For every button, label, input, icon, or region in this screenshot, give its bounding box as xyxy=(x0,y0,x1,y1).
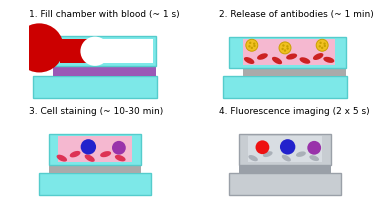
Ellipse shape xyxy=(282,155,291,161)
Bar xyxy=(52,36,156,66)
Ellipse shape xyxy=(299,57,310,64)
Circle shape xyxy=(246,39,258,51)
Ellipse shape xyxy=(100,151,111,157)
Bar xyxy=(242,68,346,76)
Circle shape xyxy=(112,141,126,155)
Bar xyxy=(223,76,347,98)
Circle shape xyxy=(253,45,256,47)
Circle shape xyxy=(287,47,289,50)
Bar xyxy=(39,173,151,195)
Ellipse shape xyxy=(85,154,95,162)
Ellipse shape xyxy=(70,151,81,157)
Bar xyxy=(49,134,141,165)
Circle shape xyxy=(323,42,326,45)
Ellipse shape xyxy=(244,57,254,64)
Circle shape xyxy=(81,139,96,155)
Bar xyxy=(33,76,157,98)
Circle shape xyxy=(282,44,285,47)
Circle shape xyxy=(280,139,295,155)
Circle shape xyxy=(248,45,251,47)
Circle shape xyxy=(319,42,322,44)
Circle shape xyxy=(279,42,291,54)
Circle shape xyxy=(282,48,284,50)
Bar xyxy=(248,136,322,162)
Circle shape xyxy=(251,47,253,49)
Circle shape xyxy=(249,42,252,44)
Circle shape xyxy=(81,37,109,66)
Text: 2. Release of antibodies (~ 1 min): 2. Release of antibodies (~ 1 min) xyxy=(218,10,374,19)
Circle shape xyxy=(318,45,321,47)
Text: 3. Cell staining (~ 10-30 min): 3. Cell staining (~ 10-30 min) xyxy=(28,107,163,116)
Text: 1. Fill chamber with blood (~ 1 s): 1. Fill chamber with blood (~ 1 s) xyxy=(28,10,179,19)
Ellipse shape xyxy=(309,155,319,161)
Text: 4. Fluorescence imaging (2 x 5 s): 4. Fluorescence imaging (2 x 5 s) xyxy=(218,107,369,116)
Ellipse shape xyxy=(249,155,258,161)
Ellipse shape xyxy=(286,54,297,60)
Ellipse shape xyxy=(115,155,126,161)
Circle shape xyxy=(255,140,269,154)
Bar xyxy=(49,165,141,173)
Circle shape xyxy=(15,23,64,73)
Bar xyxy=(60,39,154,63)
Bar xyxy=(242,39,336,65)
Circle shape xyxy=(284,49,286,52)
Ellipse shape xyxy=(272,57,282,64)
Ellipse shape xyxy=(313,53,323,60)
Ellipse shape xyxy=(57,155,67,162)
Bar xyxy=(229,173,341,195)
Ellipse shape xyxy=(323,57,334,63)
Bar xyxy=(60,39,94,63)
Bar xyxy=(58,136,132,162)
Ellipse shape xyxy=(257,53,268,60)
Ellipse shape xyxy=(263,151,272,157)
Bar xyxy=(229,37,346,68)
Circle shape xyxy=(321,47,323,49)
Ellipse shape xyxy=(296,151,306,157)
Circle shape xyxy=(324,45,326,47)
Circle shape xyxy=(286,45,288,47)
Bar xyxy=(239,134,331,165)
Bar xyxy=(239,165,331,173)
Circle shape xyxy=(253,42,255,45)
Circle shape xyxy=(316,39,328,51)
Bar xyxy=(52,66,156,76)
Circle shape xyxy=(307,141,321,155)
